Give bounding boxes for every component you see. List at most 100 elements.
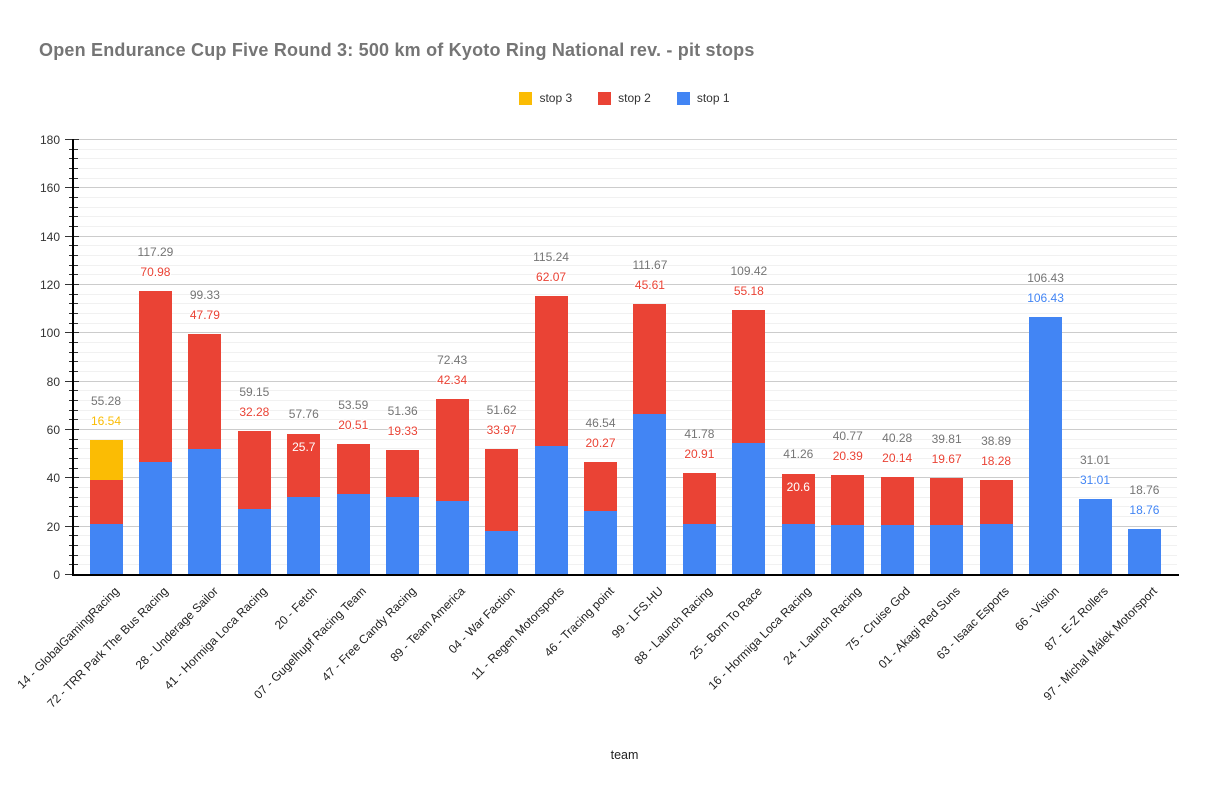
segment-value-label: 19.33 [387,423,418,438]
major-gridline [72,235,1177,237]
bar-segment-stop-1[interactable] [435,501,469,574]
legend-swatch-icon [519,91,533,105]
bar-segment-stop-2[interactable] [633,304,667,415]
bar-segment-stop-1[interactable] [336,494,370,574]
y-tick-label: 120 [39,278,60,292]
segment-value-label: 70.98 [140,264,171,279]
segment-value-label: 32.28 [239,405,270,420]
major-gridline [72,429,1177,430]
minor-gridline [72,216,1177,218]
bar-segment-stop-2[interactable] [237,431,271,510]
bar-segment-stop-2[interactable] [188,333,222,450]
total-label: 51.36 [387,403,418,418]
bar-segment-stop-2[interactable] [485,449,519,532]
major-gridline [72,187,1177,189]
bar-segment-stop-2[interactable] [287,434,321,497]
bar-segment-stop-1[interactable] [138,462,172,574]
bar-segment-stop-1[interactable] [89,524,123,574]
total-label: 111.67 [632,258,668,273]
major-gridline [72,525,1177,527]
bar-segment-stop-2[interactable] [831,475,865,525]
major-gridline [72,332,1177,334]
total-label: 18.76 [1129,482,1160,497]
total-label: 57.76 [288,407,319,422]
bar-segment-stop-2[interactable] [979,480,1013,525]
segment-value-label: 45.61 [634,278,665,293]
bar-segment-stop-2[interactable] [781,474,815,525]
minor-gridline [72,197,1177,198]
segment-value-label: 19.67 [931,451,962,466]
minor-gridline [72,206,1177,208]
segment-value-label: 42.34 [437,372,468,387]
bar-segment-stop-2[interactable] [534,295,568,446]
segment-value-label: 18.28 [981,454,1012,469]
bar-segment-stop-1[interactable] [880,525,914,574]
y-tick-label: 0 [53,568,60,582]
segment-value-label: 55.18 [733,283,764,298]
bar-segment-stop-1[interactable] [386,496,420,574]
total-label: 117.29 [137,244,174,259]
minor-gridline [72,148,1177,150]
bar-segment-stop-2[interactable] [386,449,420,497]
minor-gridline [72,177,1177,179]
total-label: 38.89 [981,434,1012,449]
y-tick-label: 40 [46,471,60,486]
bar-segment-stop-1[interactable] [781,524,815,574]
minor-gridline [72,158,1177,160]
bar-segment-stop-1[interactable] [682,523,716,574]
legend-label: stop 2 [618,91,651,105]
bar-segment-stop-1[interactable] [534,445,568,574]
bar-segment-stop-2[interactable] [584,461,617,511]
minor-gridline [72,351,1177,353]
minor-gridline [72,545,1177,546]
minor-gridline [72,400,1177,401]
minor-gridline [72,293,1177,295]
minor-gridline [72,322,1177,324]
total-label: 55.28 [90,394,122,409]
minor-gridline [72,438,1177,440]
bar-segment-stop-1[interactable] [831,524,865,574]
bar-segment-stop-2[interactable] [435,398,469,502]
minor-gridline [72,303,1177,305]
bar-segment-stop-1[interactable] [237,509,271,574]
bar-segment-stop-1[interactable] [1078,499,1112,574]
minor-gridline [72,535,1177,537]
bar-segment-stop-2[interactable] [732,309,766,443]
total-label: 41.78 [684,427,715,442]
bar-segment-stop-2[interactable] [89,480,123,525]
bar-segment-stop-1[interactable] [732,442,766,574]
bar-segment-stop-1[interactable] [979,524,1013,574]
bar-segment-stop-1[interactable] [188,449,222,574]
segment-value-label: 31.01 [1079,473,1111,488]
legend: stop 3 stop 2 stop 1 [72,90,1177,106]
bar-segment-stop-2[interactable] [336,444,370,495]
minor-gridline [72,313,1177,314]
minor-gridline [72,516,1177,517]
y-tick-label: 160 [39,181,60,196]
bar-segment-stop-1[interactable] [1127,528,1161,574]
bar-segment-stop-1[interactable] [1029,316,1063,574]
minor-gridline [72,255,1177,256]
bar-segment-stop-2[interactable] [930,477,964,526]
minor-gridline [72,419,1177,421]
bar-segment-stop-1[interactable] [633,414,667,574]
bar-segment-stop-2[interactable] [880,476,914,526]
legend-item-stop-2: stop 2 [598,91,651,105]
major-gridline [72,380,1177,382]
bar-segment-stop-2[interactable] [682,473,716,524]
major-gridline [72,477,1177,479]
bar-segment-stop-1[interactable] [485,531,519,574]
bar-segment-stop-3[interactable] [89,440,123,481]
bar-segment-stop-2[interactable] [138,290,172,463]
legend-label: stop 1 [696,91,730,105]
minor-gridline [72,342,1177,343]
legend-item-stop-1: stop 1 [676,91,730,105]
segment-value-label: 20.91 [684,447,715,462]
segment-value-label: 20.51 [338,418,369,433]
minor-gridline [72,274,1177,276]
bar-segment-stop-1[interactable] [287,496,321,574]
y-tick-label: 140 [39,229,60,244]
bar-segment-stop-1[interactable] [584,510,617,574]
bar-segment-stop-1[interactable] [930,525,964,574]
